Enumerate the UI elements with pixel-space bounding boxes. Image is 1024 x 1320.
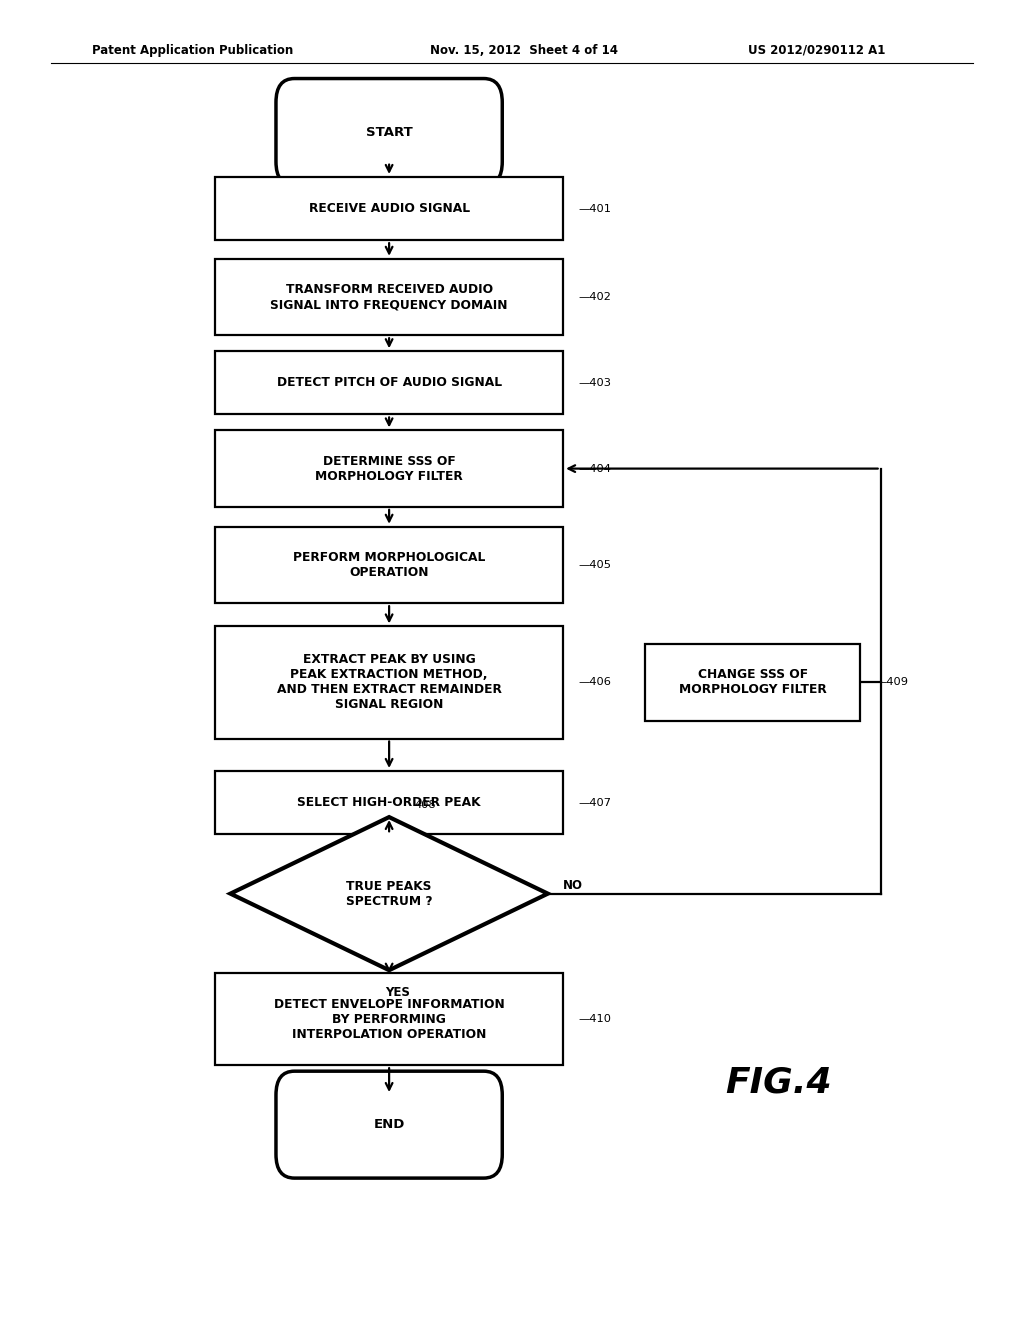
Text: END: END xyxy=(374,1118,404,1131)
Text: TRANSFORM RECEIVED AUDIO
SIGNAL INTO FREQUENCY DOMAIN: TRANSFORM RECEIVED AUDIO SIGNAL INTO FRE… xyxy=(270,282,508,312)
Text: NO: NO xyxy=(563,879,584,892)
Text: PERFORM MORPHOLOGICAL
OPERATION: PERFORM MORPHOLOGICAL OPERATION xyxy=(293,550,485,579)
Text: —403: —403 xyxy=(579,378,611,388)
Text: Nov. 15, 2012  Sheet 4 of 14: Nov. 15, 2012 Sheet 4 of 14 xyxy=(430,44,618,57)
Bar xyxy=(215,351,563,414)
Text: —405: —405 xyxy=(579,560,611,570)
Text: TRUE PEAKS
SPECTRUM ?: TRUE PEAKS SPECTRUM ? xyxy=(346,879,432,908)
Text: 408: 408 xyxy=(415,800,436,810)
Text: DETECT ENVELOPE INFORMATION
BY PERFORMING
INTERPOLATION OPERATION: DETECT ENVELOPE INFORMATION BY PERFORMIN… xyxy=(273,998,505,1040)
Text: SELECT HIGH-ORDER PEAK: SELECT HIGH-ORDER PEAK xyxy=(297,796,481,809)
Text: —404: —404 xyxy=(579,463,611,474)
Text: RECEIVE AUDIO SIGNAL: RECEIVE AUDIO SIGNAL xyxy=(308,202,470,215)
Text: —406: —406 xyxy=(579,677,611,688)
Bar xyxy=(645,644,860,721)
Bar xyxy=(215,430,563,507)
Text: START: START xyxy=(366,125,413,139)
Text: DETERMINE SSS OF
MORPHOLOGY FILTER: DETERMINE SSS OF MORPHOLOGY FILTER xyxy=(315,454,463,483)
Bar xyxy=(215,627,563,739)
Bar xyxy=(215,527,563,603)
Text: YES: YES xyxy=(385,986,410,999)
Text: —401: —401 xyxy=(579,203,611,214)
Text: —402: —402 xyxy=(579,292,611,302)
Text: US 2012/0290112 A1: US 2012/0290112 A1 xyxy=(748,44,885,57)
Polygon shape xyxy=(230,817,548,970)
Text: —409: —409 xyxy=(876,677,908,688)
Bar xyxy=(215,259,563,335)
Text: FIG.4: FIG.4 xyxy=(725,1065,831,1100)
Text: CHANGE SSS OF
MORPHOLOGY FILTER: CHANGE SSS OF MORPHOLOGY FILTER xyxy=(679,668,826,697)
Text: EXTRACT PEAK BY USING
PEAK EXTRACTION METHOD,
AND THEN EXTRACT REMAINDER
SIGNAL : EXTRACT PEAK BY USING PEAK EXTRACTION ME… xyxy=(276,653,502,711)
Bar xyxy=(215,973,563,1065)
Text: Patent Application Publication: Patent Application Publication xyxy=(92,44,294,57)
Bar xyxy=(215,771,563,834)
Text: DETECT PITCH OF AUDIO SIGNAL: DETECT PITCH OF AUDIO SIGNAL xyxy=(276,376,502,389)
Text: —410: —410 xyxy=(579,1014,611,1024)
FancyBboxPatch shape xyxy=(275,1072,502,1177)
Bar xyxy=(215,177,563,240)
FancyBboxPatch shape xyxy=(275,79,502,186)
Text: —407: —407 xyxy=(579,797,611,808)
